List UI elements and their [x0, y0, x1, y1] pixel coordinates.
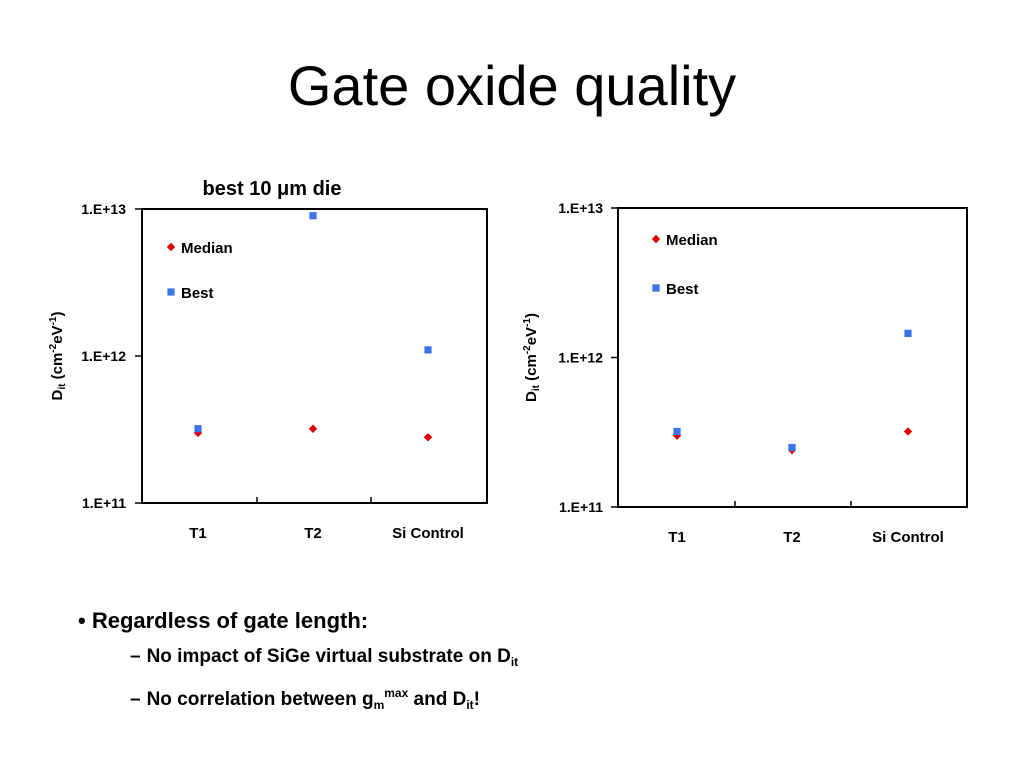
- chart-left: best 10 μm die 1.E+11 1.E+12 1.E+13 T1 T2 Si C…: [48, 178, 488, 542]
- legend-label-median: Median: [666, 232, 718, 249]
- median-point-t2: [308, 424, 318, 433]
- y-tick-label: 1.E+12: [81, 348, 126, 364]
- x-tick-label: Si Control: [392, 525, 464, 542]
- best-point-si-control: [904, 329, 912, 337]
- bullet-list: • Regardless of gate length: – No impact …: [78, 604, 978, 712]
- x-tick-label: Si Control: [872, 529, 944, 546]
- y-tick-label: 1.E+13: [81, 201, 126, 217]
- bullet-sub-1-subscript: it: [510, 655, 519, 669]
- chart-right: 1.E+11 1.E+12 1.E+13 T1 T2 Si Control Dit (cm-…: [522, 200, 968, 546]
- bullet-sub-1: – No impact of SiGe virtual substrate on …: [78, 638, 978, 675]
- x-tick-label: T1: [668, 529, 686, 546]
- best-point-t1: [673, 427, 681, 436]
- best-point-si-control: [424, 346, 432, 354]
- median-point-t1: [193, 428, 203, 438]
- x-tick-label: T2: [783, 529, 801, 546]
- legend-marker-best: [652, 284, 660, 292]
- bullet-main-text: Regardless of gate length:: [91, 608, 369, 633]
- bullet-sub-2-text-b: and D: [408, 689, 467, 710]
- x-tick-label: T1: [189, 525, 207, 542]
- legend-label-best: Best: [666, 281, 699, 298]
- plot-frame: [617, 207, 968, 508]
- bullet-sub-2-text-a: No correlation between g: [146, 689, 374, 710]
- y-tick-label: 1.E+11: [559, 499, 603, 515]
- bullet-sub-2-sub-it: it: [466, 698, 474, 712]
- slide-title: Gate oxide quality: [287, 54, 737, 117]
- legend-marker-median: [166, 242, 176, 252]
- y-tick-label: 1.E+13: [558, 200, 603, 216]
- bullet-sub-2-sup-max: max: [384, 686, 409, 700]
- best-point-t1: [194, 425, 202, 433]
- legend-label-best: Best: [181, 285, 214, 302]
- legend-marker-best: [167, 288, 175, 296]
- legend-label-median: Median: [181, 240, 233, 257]
- bullet-sub-2-sub-m: m: [373, 698, 385, 712]
- best-point-t2: [309, 212, 317, 220]
- bullet-dash: –: [130, 689, 141, 710]
- y-tick-label: 1.E+12: [558, 350, 603, 366]
- bullet-marker: •: [78, 608, 86, 633]
- median-point-si-control: [423, 433, 433, 442]
- best-point-t2: [788, 443, 796, 452]
- y-tick-label: 1.E+11: [82, 495, 126, 511]
- bullet-main: • Regardless of gate length:: [78, 604, 978, 638]
- bullet-dash: –: [130, 646, 141, 667]
- bullet-sub-1-text: No impact of SiGe virtual substrate on D: [146, 646, 511, 667]
- y-axis-label: Dit (cm-2eV-1): [522, 313, 542, 402]
- bullet-sub-2: – No correlation between gmmax and Dit!: [78, 675, 978, 712]
- chart-title: best 10 μm die: [203, 178, 342, 200]
- legend-marker-median: [651, 234, 661, 244]
- y-axis-label: Dit (cm-2eV-1): [48, 312, 68, 401]
- x-tick-label: T2: [304, 525, 322, 542]
- median-point-si-control: [903, 427, 913, 436]
- bullet-sub-2-text-c: !: [473, 689, 480, 710]
